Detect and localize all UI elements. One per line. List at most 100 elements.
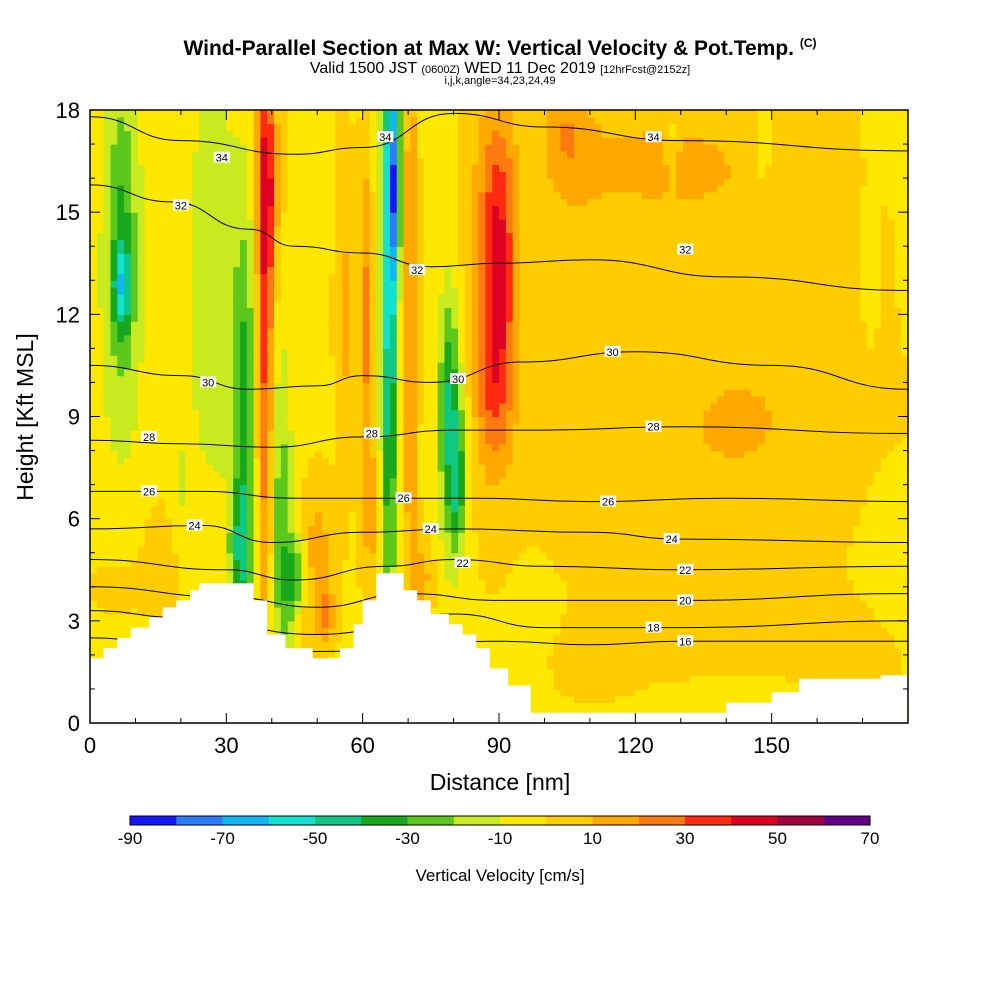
w-field-cell <box>349 491 357 499</box>
w-field-cell <box>287 593 296 601</box>
w-field-cell <box>539 470 548 479</box>
w-field-cell <box>287 641 296 649</box>
w-field-cell <box>669 464 677 472</box>
w-field-cell <box>846 532 855 540</box>
w-field-cell <box>737 579 745 588</box>
w-field-cell <box>410 464 418 472</box>
w-field-cell <box>573 443 582 452</box>
w-field-cell <box>410 518 418 527</box>
w-field-cell <box>614 470 623 479</box>
w-field-cell <box>580 654 589 663</box>
w-field-cell <box>819 566 827 574</box>
w-field-cell <box>642 505 650 513</box>
w-field-cell <box>873 443 882 452</box>
w-field-cell <box>676 477 684 486</box>
w-field-cell <box>110 573 118 581</box>
w-field-cell <box>737 457 745 465</box>
w-field-cell <box>212 491 221 499</box>
w-field-cell <box>424 464 432 472</box>
w-field-cell <box>676 682 684 690</box>
w-field-cell <box>253 573 262 581</box>
w-field-cell <box>294 600 302 608</box>
w-field-cell <box>171 491 180 499</box>
w-field-cell <box>764 648 773 656</box>
w-field-cell <box>614 627 623 636</box>
w-field-cell <box>267 593 275 601</box>
w-field-cell <box>389 450 398 458</box>
w-field-cell <box>621 579 630 588</box>
w-field-cell <box>314 532 323 540</box>
w-field-cell <box>328 620 336 629</box>
w-field-cell <box>274 505 282 513</box>
w-field-cell <box>880 620 889 629</box>
w-field-cell <box>226 450 234 458</box>
w-field-cell <box>553 450 561 458</box>
w-field-cell <box>335 518 343 527</box>
w-field-cell <box>314 586 323 595</box>
w-field-cell <box>308 477 316 486</box>
w-field-cell <box>710 477 718 486</box>
w-field-cell <box>437 477 446 486</box>
w-field-cell <box>117 593 125 601</box>
w-field-cell <box>778 539 786 547</box>
w-field-cell <box>519 525 527 533</box>
w-field-cell <box>349 634 357 642</box>
w-field-cell <box>696 505 705 513</box>
w-field-cell <box>744 661 752 670</box>
w-field-cell <box>594 688 602 697</box>
w-field-cell <box>526 559 534 567</box>
w-field-cell <box>853 614 861 622</box>
w-field-cell <box>505 566 514 574</box>
w-field-cell <box>205 457 214 465</box>
w-field-cell <box>798 457 807 465</box>
w-field-cell <box>274 600 282 608</box>
w-field-cell <box>560 668 568 676</box>
w-field-cell <box>621 654 630 663</box>
w-field-cell <box>137 573 146 581</box>
w-field-cell <box>253 593 262 601</box>
w-field-cell <box>655 505 664 513</box>
w-field-cell <box>444 539 452 547</box>
w-field-cell <box>621 545 630 554</box>
w-field-cell <box>137 477 146 486</box>
w-field-cell <box>764 654 773 663</box>
w-field-cell <box>703 654 711 663</box>
w-field-cell <box>662 593 671 601</box>
w-field-cell <box>505 491 514 499</box>
w-field-cell <box>185 464 193 472</box>
w-field-cell <box>117 450 125 458</box>
w-field-cell <box>90 484 98 493</box>
w-field-cell <box>860 607 868 615</box>
w-field-cell <box>730 668 739 676</box>
w-field-cell <box>430 457 439 465</box>
w-field-cell <box>839 607 848 615</box>
w-field-cell <box>553 436 561 445</box>
w-field-cell <box>717 511 725 520</box>
w-field-cell <box>233 525 241 533</box>
w-field-cell <box>846 498 855 506</box>
w-field-cell <box>669 627 677 636</box>
w-field-cell <box>471 450 480 458</box>
w-field-cell <box>655 654 664 663</box>
w-field-cell <box>594 702 602 710</box>
w-field-cell <box>396 436 405 445</box>
w-field-cell <box>567 443 575 452</box>
w-field-cell <box>178 525 187 533</box>
w-field-cell <box>471 477 480 486</box>
w-field-cell <box>771 654 780 663</box>
w-field-cell <box>539 600 548 608</box>
w-field-cell <box>778 675 786 683</box>
w-field-cell <box>560 491 568 499</box>
w-field-cell <box>335 607 343 615</box>
w-field-cell <box>171 484 180 493</box>
w-field-cell <box>103 505 112 513</box>
w-field-cell <box>717 695 725 704</box>
w-field-cell <box>355 559 364 567</box>
w-field-cell <box>573 470 582 479</box>
w-field-cell <box>505 518 514 527</box>
w-field-cell <box>376 484 384 493</box>
w-field-cell <box>867 661 875 670</box>
w-field-cell <box>873 464 882 472</box>
w-field-cell <box>860 661 868 670</box>
w-field-cell <box>723 614 732 622</box>
